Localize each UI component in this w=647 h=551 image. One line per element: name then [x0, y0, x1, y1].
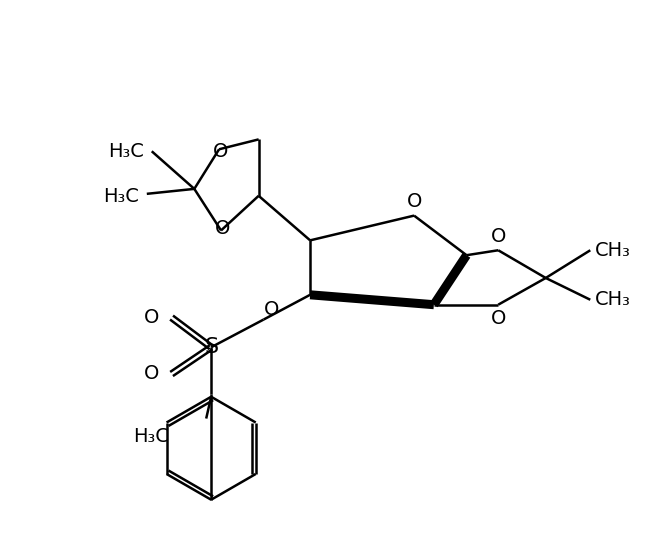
Text: H₃C: H₃C [103, 187, 139, 206]
Text: O: O [490, 309, 506, 328]
Text: O: O [144, 365, 160, 383]
Text: CH₃: CH₃ [595, 241, 631, 260]
Text: O: O [406, 192, 422, 211]
Text: H₃C: H₃C [133, 427, 169, 446]
Text: O: O [214, 142, 229, 161]
Text: H₃C: H₃C [108, 142, 144, 161]
Text: O: O [264, 300, 280, 319]
Text: O: O [215, 219, 231, 238]
Text: CH₃: CH₃ [595, 290, 631, 309]
Text: O: O [144, 308, 160, 327]
Text: S: S [204, 337, 218, 357]
Text: O: O [490, 227, 506, 246]
